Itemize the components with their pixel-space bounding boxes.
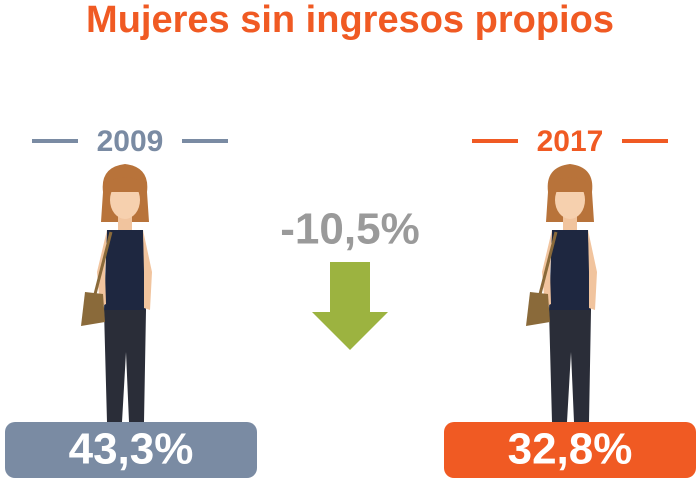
value-label: 43,3% (69, 425, 194, 474)
woman-icon (79, 162, 154, 424)
title: Mujeres sin ingresos propios (86, 0, 614, 41)
down-arrow (312, 262, 388, 350)
change-label: -10,5% (280, 205, 419, 254)
value-label: 32,8% (508, 425, 633, 474)
value-box (5, 422, 257, 478)
year-label: 2017 (537, 125, 604, 158)
woman-icon (524, 162, 599, 424)
value-box (444, 422, 696, 478)
year-label: 2009 (97, 125, 164, 158)
